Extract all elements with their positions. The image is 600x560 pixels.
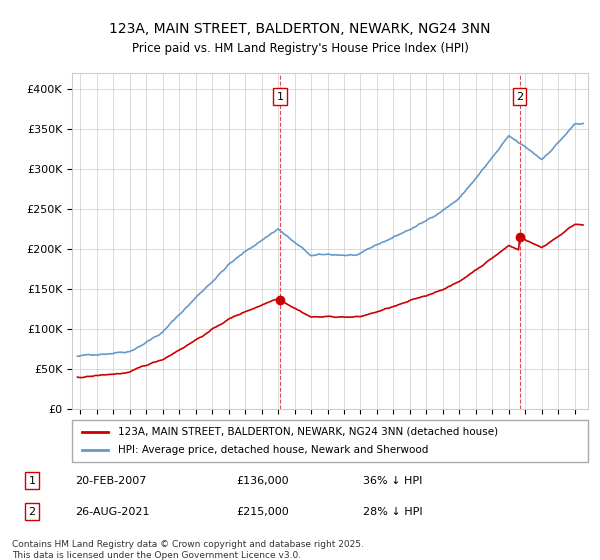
Text: 20-FEB-2007: 20-FEB-2007 [76, 475, 147, 486]
Text: 26-AUG-2021: 26-AUG-2021 [76, 507, 150, 517]
Text: £215,000: £215,000 [236, 507, 289, 517]
Text: 1: 1 [277, 92, 284, 102]
Text: £136,000: £136,000 [236, 475, 289, 486]
Text: 123A, MAIN STREET, BALDERTON, NEWARK, NG24 3NN: 123A, MAIN STREET, BALDERTON, NEWARK, NG… [109, 22, 491, 36]
Text: 36% ↓ HPI: 36% ↓ HPI [364, 475, 423, 486]
Text: 1: 1 [29, 475, 35, 486]
Text: Price paid vs. HM Land Registry's House Price Index (HPI): Price paid vs. HM Land Registry's House … [131, 42, 469, 55]
Text: HPI: Average price, detached house, Newark and Sherwood: HPI: Average price, detached house, Newa… [118, 445, 429, 455]
Text: 28% ↓ HPI: 28% ↓ HPI [364, 507, 423, 517]
Text: 123A, MAIN STREET, BALDERTON, NEWARK, NG24 3NN (detached house): 123A, MAIN STREET, BALDERTON, NEWARK, NG… [118, 427, 499, 437]
Text: 2: 2 [516, 92, 523, 102]
FancyBboxPatch shape [72, 420, 588, 462]
Text: Contains HM Land Registry data © Crown copyright and database right 2025.
This d: Contains HM Land Registry data © Crown c… [12, 540, 364, 560]
Text: 2: 2 [29, 507, 36, 517]
